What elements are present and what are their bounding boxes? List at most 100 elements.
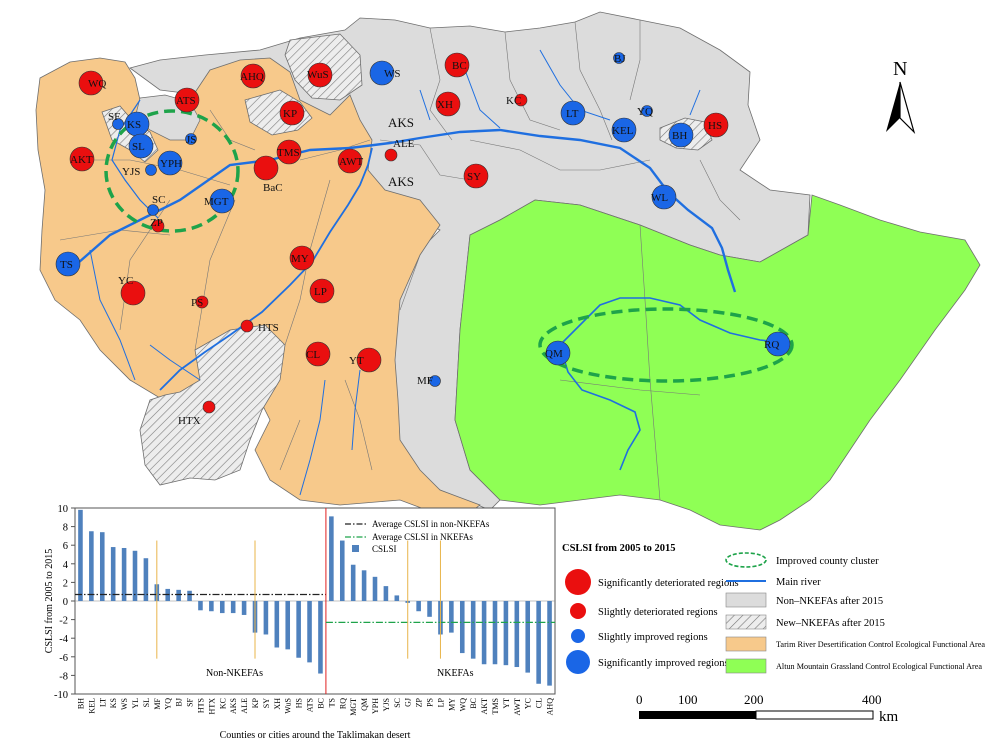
marker-htx: HTX: [178, 400, 216, 427]
marker-yq: YQ: [637, 105, 653, 118]
y-tick-label: -4: [59, 634, 68, 645]
x-tick-label: AHQ: [546, 698, 555, 716]
legend-sli-imp-symbol: [571, 629, 585, 643]
x-tick-label: YQ: [164, 698, 173, 710]
marker-symbol: [435, 91, 461, 117]
x-tick-label: YT: [502, 698, 511, 709]
x-tick-label: RQ: [338, 698, 347, 709]
x-tick-label: YPH: [371, 698, 380, 714]
marker-label: ALE: [393, 138, 415, 150]
marker-ts: TS: [55, 251, 81, 277]
marker-bc: BC: [444, 52, 470, 78]
marker-label: QM: [545, 348, 563, 360]
x-tick-label: TMS: [491, 698, 500, 714]
scale-tick-200: 200: [744, 692, 764, 707]
altun-functional-area: [454, 194, 981, 531]
bar-sy: [263, 601, 269, 635]
marker-label: MY: [291, 253, 309, 265]
marker-label: MF: [417, 375, 433, 387]
y-tick-label: 2: [63, 578, 68, 589]
y-tick-label: 8: [63, 523, 68, 534]
marker-symbol: [611, 117, 637, 143]
bar-wus: [285, 601, 291, 650]
marker-sc: SC: [147, 194, 165, 216]
y-tick-label: -8: [59, 671, 68, 682]
legend-sli-det-symbol: [570, 603, 586, 619]
marker-kc: KC: [506, 93, 528, 107]
marker-bj: BJ: [613, 52, 626, 65]
bar-bc: [470, 601, 476, 659]
marker-ws: WS: [369, 60, 401, 86]
marker-label: BaC: [263, 182, 283, 194]
bar-mgt: [350, 564, 356, 601]
legend-sli-imp: Slightly improved regions: [598, 632, 708, 643]
legend-new-nkefa-symbol: [725, 614, 767, 630]
marker-label: PS: [191, 297, 203, 309]
marker-symbol: [613, 52, 625, 64]
bar-ats: [307, 601, 312, 663]
study-area-map: AKS AKS WQ AHQ WuS WS BC BJ ATS KP XH KC LT YQ BH HS K…: [35, 11, 981, 531]
marker-label: MGT: [204, 196, 229, 208]
marker-symbol: [174, 87, 200, 113]
bar-lt: [99, 532, 105, 601]
marker-label: ZP: [150, 217, 163, 229]
x-tick-label: WS: [120, 698, 129, 710]
marker-label: WQ: [88, 78, 106, 90]
marker-label: WuS: [307, 69, 329, 81]
marker-lt: LT: [560, 100, 586, 126]
marker-symbol: [703, 112, 729, 138]
marker-js: JS: [185, 133, 197, 146]
marker-label: AKT: [70, 154, 93, 166]
marker-tms: TMS: [276, 139, 302, 165]
x-tick-label: MF: [153, 697, 162, 709]
marker-label: LP: [314, 286, 327, 298]
y-tick-label: 6: [63, 541, 68, 552]
marker-symbol: [651, 184, 677, 210]
marker-symbol: [202, 400, 216, 414]
marker-symbol: [384, 148, 398, 162]
marker-label: KP: [283, 108, 297, 120]
marker-symbol: [429, 375, 441, 387]
marker-akt: AKT: [69, 146, 95, 172]
marker-ps: PS: [191, 295, 209, 309]
marker-symbol: [112, 118, 124, 130]
map-legend: CSLSI from 2005 to 2015 Significantly de…: [562, 543, 985, 674]
x-tick-label: BC: [316, 698, 325, 709]
bar-sf: [187, 590, 192, 601]
bar-awt: [514, 601, 520, 668]
marker-label: CL: [306, 349, 320, 361]
bar-bj: [176, 589, 181, 601]
marker-label: SF: [108, 111, 120, 123]
x-tick-label: SY: [262, 698, 271, 708]
x-tick-label: YL: [131, 698, 140, 709]
legend-tarim-symbol: [725, 636, 767, 652]
chart-legend: Average CSLSI in non-NKEFAs Average CSLS…: [345, 519, 490, 554]
legend-sig-imp: Significantly improved regions: [598, 658, 729, 669]
marker-zp: ZP: [150, 217, 165, 233]
marker-label: YQ: [637, 106, 653, 118]
marker-xh: XH: [435, 91, 461, 117]
marker-ahq: AHQ: [240, 63, 266, 89]
marker-symbol: [240, 319, 254, 333]
x-tick-label: MY: [447, 698, 456, 711]
bar-htx: [209, 601, 214, 612]
y-tick-label: 4: [63, 560, 69, 571]
marker-mgt: MGT: [204, 188, 235, 214]
marker-symbol: [309, 278, 335, 304]
marker-kp: KP: [279, 100, 305, 126]
region-label-aks-south: AKS: [388, 174, 414, 189]
bar-wq: [459, 601, 465, 654]
marker-symbol: [55, 251, 81, 277]
marker-symbol: [514, 93, 528, 107]
bar-xh: [274, 601, 280, 648]
marker-bac: BaC: [253, 155, 283, 194]
y-tick-label: -6: [59, 653, 68, 664]
legend-altun: Altun Mountain Grassland Control Ecologi…: [776, 662, 982, 671]
marker-kel: KEL: [611, 117, 637, 143]
marker-symbol: [253, 155, 279, 181]
marker-label: WL: [651, 192, 668, 204]
marker-symbol: [157, 150, 183, 176]
marker-label: WS: [384, 68, 401, 80]
marker-label: YC: [118, 275, 133, 287]
legend-river: Main river: [776, 577, 821, 588]
